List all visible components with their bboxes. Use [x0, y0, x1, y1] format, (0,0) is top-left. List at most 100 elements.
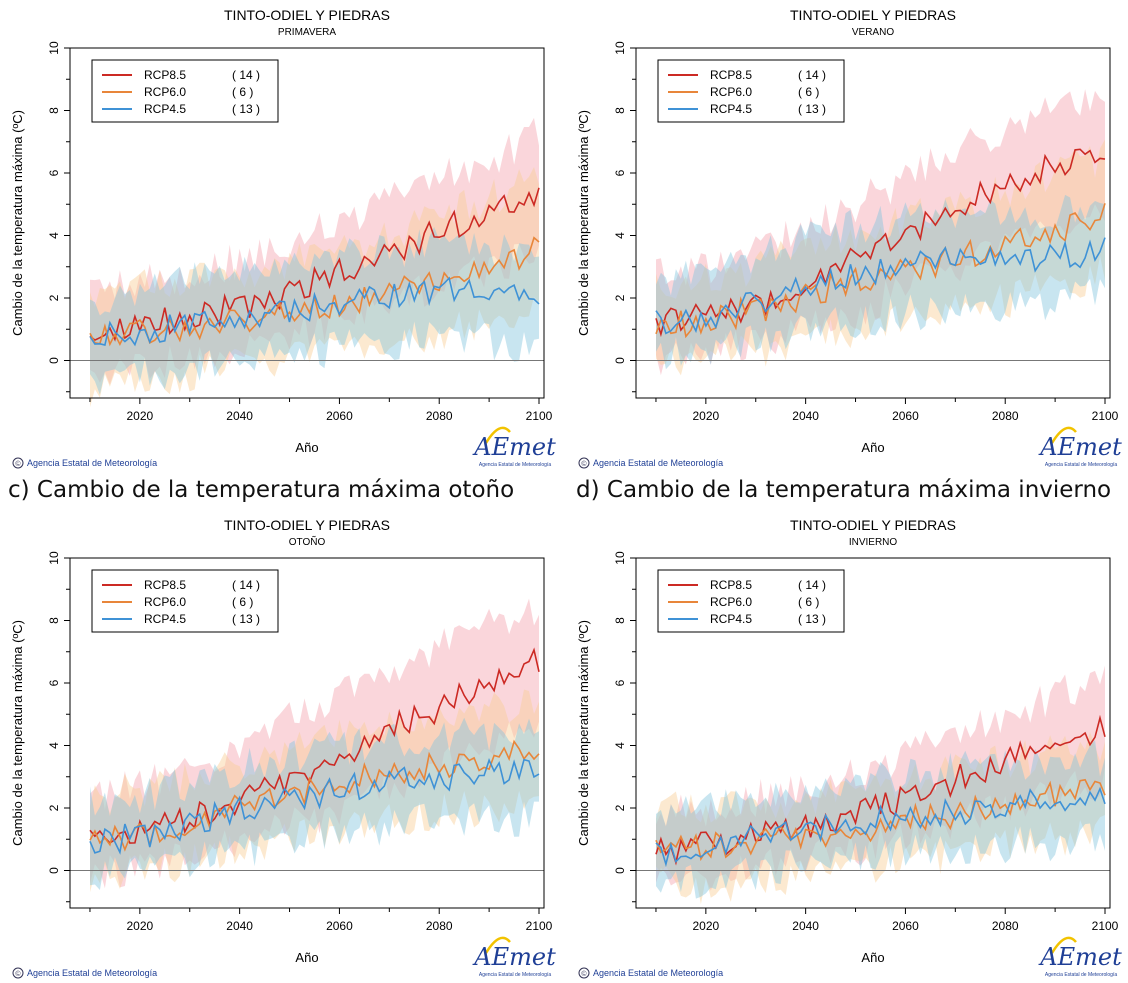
plot-frame — [635, 47, 1111, 399]
credit-text: Agencia Estatal de Meteorología — [27, 458, 157, 468]
x-tick-label: 2080 — [426, 919, 453, 933]
x-axis-label: Año — [861, 950, 884, 965]
band-rcp85 — [90, 117, 539, 385]
plot-frame — [69, 557, 545, 909]
band-rcp60 — [656, 139, 1105, 376]
legend-count: ( 6 ) — [232, 85, 253, 99]
x-tick-label: 2040 — [792, 919, 819, 933]
y-tick-label: 0 — [47, 867, 61, 874]
legend-label: RCP8.5 — [710, 578, 752, 592]
y-tick-label: 2 — [47, 294, 61, 301]
plot-frame — [635, 557, 1111, 909]
legend-label: RCP8.5 — [144, 578, 186, 592]
caption-c: c) Cambio de la temperatura máxima otoño — [8, 477, 515, 503]
legend-count: ( 14 ) — [232, 578, 260, 592]
y-tick-label: 0 — [47, 357, 61, 364]
legend-label: RCP8.5 — [144, 68, 186, 82]
logo-subtext: Agencia Estatal de Meteorología — [1045, 972, 1117, 978]
y-tick-label: 10 — [47, 41, 61, 55]
chart-panel-1: TINTO-ODIEL Y PIEDRAS PRIMAVERA 0 2 4 6 8 10 202… — [10, 7, 556, 469]
x-tick-label: 2100 — [1092, 919, 1119, 933]
copyright-glyph: © — [15, 970, 21, 978]
legend-label: RCP4.5 — [710, 612, 752, 626]
y-tick-label: 10 — [613, 551, 627, 565]
band-rcp85 — [90, 598, 539, 889]
y-tick-label: 6 — [47, 169, 61, 176]
x-tick-label: 2060 — [892, 919, 919, 933]
legend-count: ( 14 ) — [232, 68, 260, 82]
y-axis-label: Cambio de la temperatura máxima (ºC) — [10, 620, 25, 846]
y-tick-label: 0 — [613, 357, 627, 364]
legend-label: RCP4.5 — [710, 102, 752, 116]
chart-title: TINTO-ODIEL Y PIEDRAS — [790, 517, 956, 533]
copyright-icon — [12, 457, 24, 469]
plot-frame — [69, 47, 545, 399]
x-tick-label: 2100 — [526, 919, 553, 933]
legend-label: RCP4.5 — [144, 102, 186, 116]
legend-count: ( 6 ) — [232, 595, 253, 609]
line-rcp85 — [655, 714, 1106, 866]
x-tick-label: 2020 — [693, 409, 720, 423]
legend-count: ( 13 ) — [798, 612, 826, 626]
y-tick-label: 4 — [613, 232, 627, 239]
y-axis-label: Cambio de la temperatura máxima (ºC) — [10, 110, 25, 336]
logo-text: AEmet — [472, 433, 556, 461]
y-tick-label: 10 — [613, 41, 627, 55]
caption-d: d) Cambio de la temperatura máxima invie… — [576, 477, 1112, 503]
x-axis-label: Año — [861, 440, 884, 455]
x-tick-label: 2020 — [127, 919, 154, 933]
logo-text: AEmet — [1038, 433, 1122, 461]
legend-label: RCP6.0 — [144, 595, 186, 609]
logo-text: AEmet — [1038, 943, 1122, 971]
line-rcp60 — [655, 778, 1106, 862]
x-tick-label: 2080 — [992, 919, 1019, 933]
copyright-icon — [578, 457, 590, 469]
logo-swoosh — [484, 426, 511, 444]
chart-subtitle: OTOÑO — [289, 535, 326, 548]
chart-title: TINTO-ODIEL Y PIEDRAS — [224, 7, 390, 23]
y-tick-label: 6 — [613, 169, 627, 176]
chart-title: TINTO-ODIEL Y PIEDRAS — [790, 7, 956, 23]
y-tick-label: 8 — [613, 107, 627, 114]
y-tick-label: 6 — [47, 679, 61, 686]
x-tick-label: 2040 — [226, 919, 253, 933]
legend-count: ( 14 ) — [798, 578, 826, 592]
legend-label: RCP6.0 — [710, 85, 752, 99]
band-rcp60 — [90, 689, 539, 893]
chart-title: TINTO-ODIEL Y PIEDRAS — [224, 517, 390, 533]
legend-count: ( 6 ) — [798, 595, 819, 609]
logo-subtext: Agencia Estatal de Meteorología — [479, 462, 551, 468]
band-rcp45 — [90, 717, 539, 890]
y-axis-label: Cambio de la temperatura máxima (ºC) — [576, 110, 591, 336]
x-tick-label: 2060 — [892, 409, 919, 423]
x-tick-label: 2040 — [792, 409, 819, 423]
y-tick-label: 4 — [47, 232, 61, 239]
band-rcp45 — [90, 227, 539, 395]
legend-count: ( 14 ) — [798, 68, 826, 82]
line-rcp60 — [655, 203, 1106, 339]
y-tick-label: 2 — [613, 294, 627, 301]
x-tick-label: 2100 — [526, 409, 553, 423]
legend-label: RCP4.5 — [144, 612, 186, 626]
y-tick-label: 8 — [613, 617, 627, 624]
legend-label: RCP6.0 — [144, 85, 186, 99]
copyright-glyph: © — [15, 460, 21, 468]
y-tick-label: 6 — [613, 679, 627, 686]
line-rcp85 — [89, 647, 540, 844]
legend-count: ( 13 ) — [232, 612, 260, 626]
y-tick-label: 4 — [47, 742, 61, 749]
credit-text: Agencia Estatal de Meteorología — [593, 458, 723, 468]
line-rcp45 — [89, 276, 540, 347]
legend-label: RCP8.5 — [710, 68, 752, 82]
legend-count: ( 13 ) — [232, 102, 260, 116]
line-rcp85 — [655, 148, 1106, 338]
line-rcp45 — [89, 758, 540, 855]
x-tick-label: 2020 — [127, 409, 154, 423]
x-tick-label: 2040 — [226, 409, 253, 423]
chart-panel-4: TINTO-ODIEL Y PIEDRAS INVIERNO 0 2 4 6 8 10 2020… — [576, 517, 1122, 979]
y-tick-label: 8 — [47, 107, 61, 114]
logo-subtext: Agencia Estatal de Meteorología — [479, 972, 551, 978]
logo-swoosh — [1050, 936, 1077, 954]
x-tick-label: 2060 — [326, 409, 353, 423]
